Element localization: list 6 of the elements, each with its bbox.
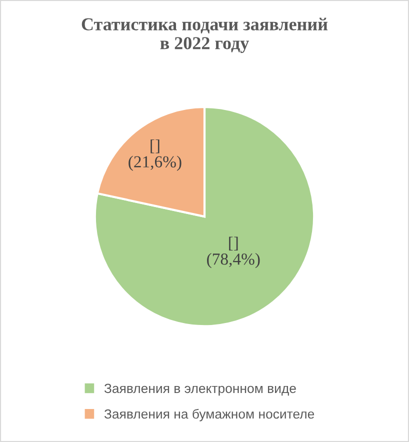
data-label: [] (78,4%) bbox=[207, 236, 260, 268]
chart-title: Статистика подачи заявлений в 2022 году bbox=[82, 18, 328, 53]
data-label: [] (21,6%) bbox=[128, 139, 182, 171]
pie-slice bbox=[94, 106, 316, 328]
legend-label: Заявления в электронном виде bbox=[104, 384, 296, 396]
legend-label: Заявления на бумажном носителе bbox=[104, 408, 314, 422]
